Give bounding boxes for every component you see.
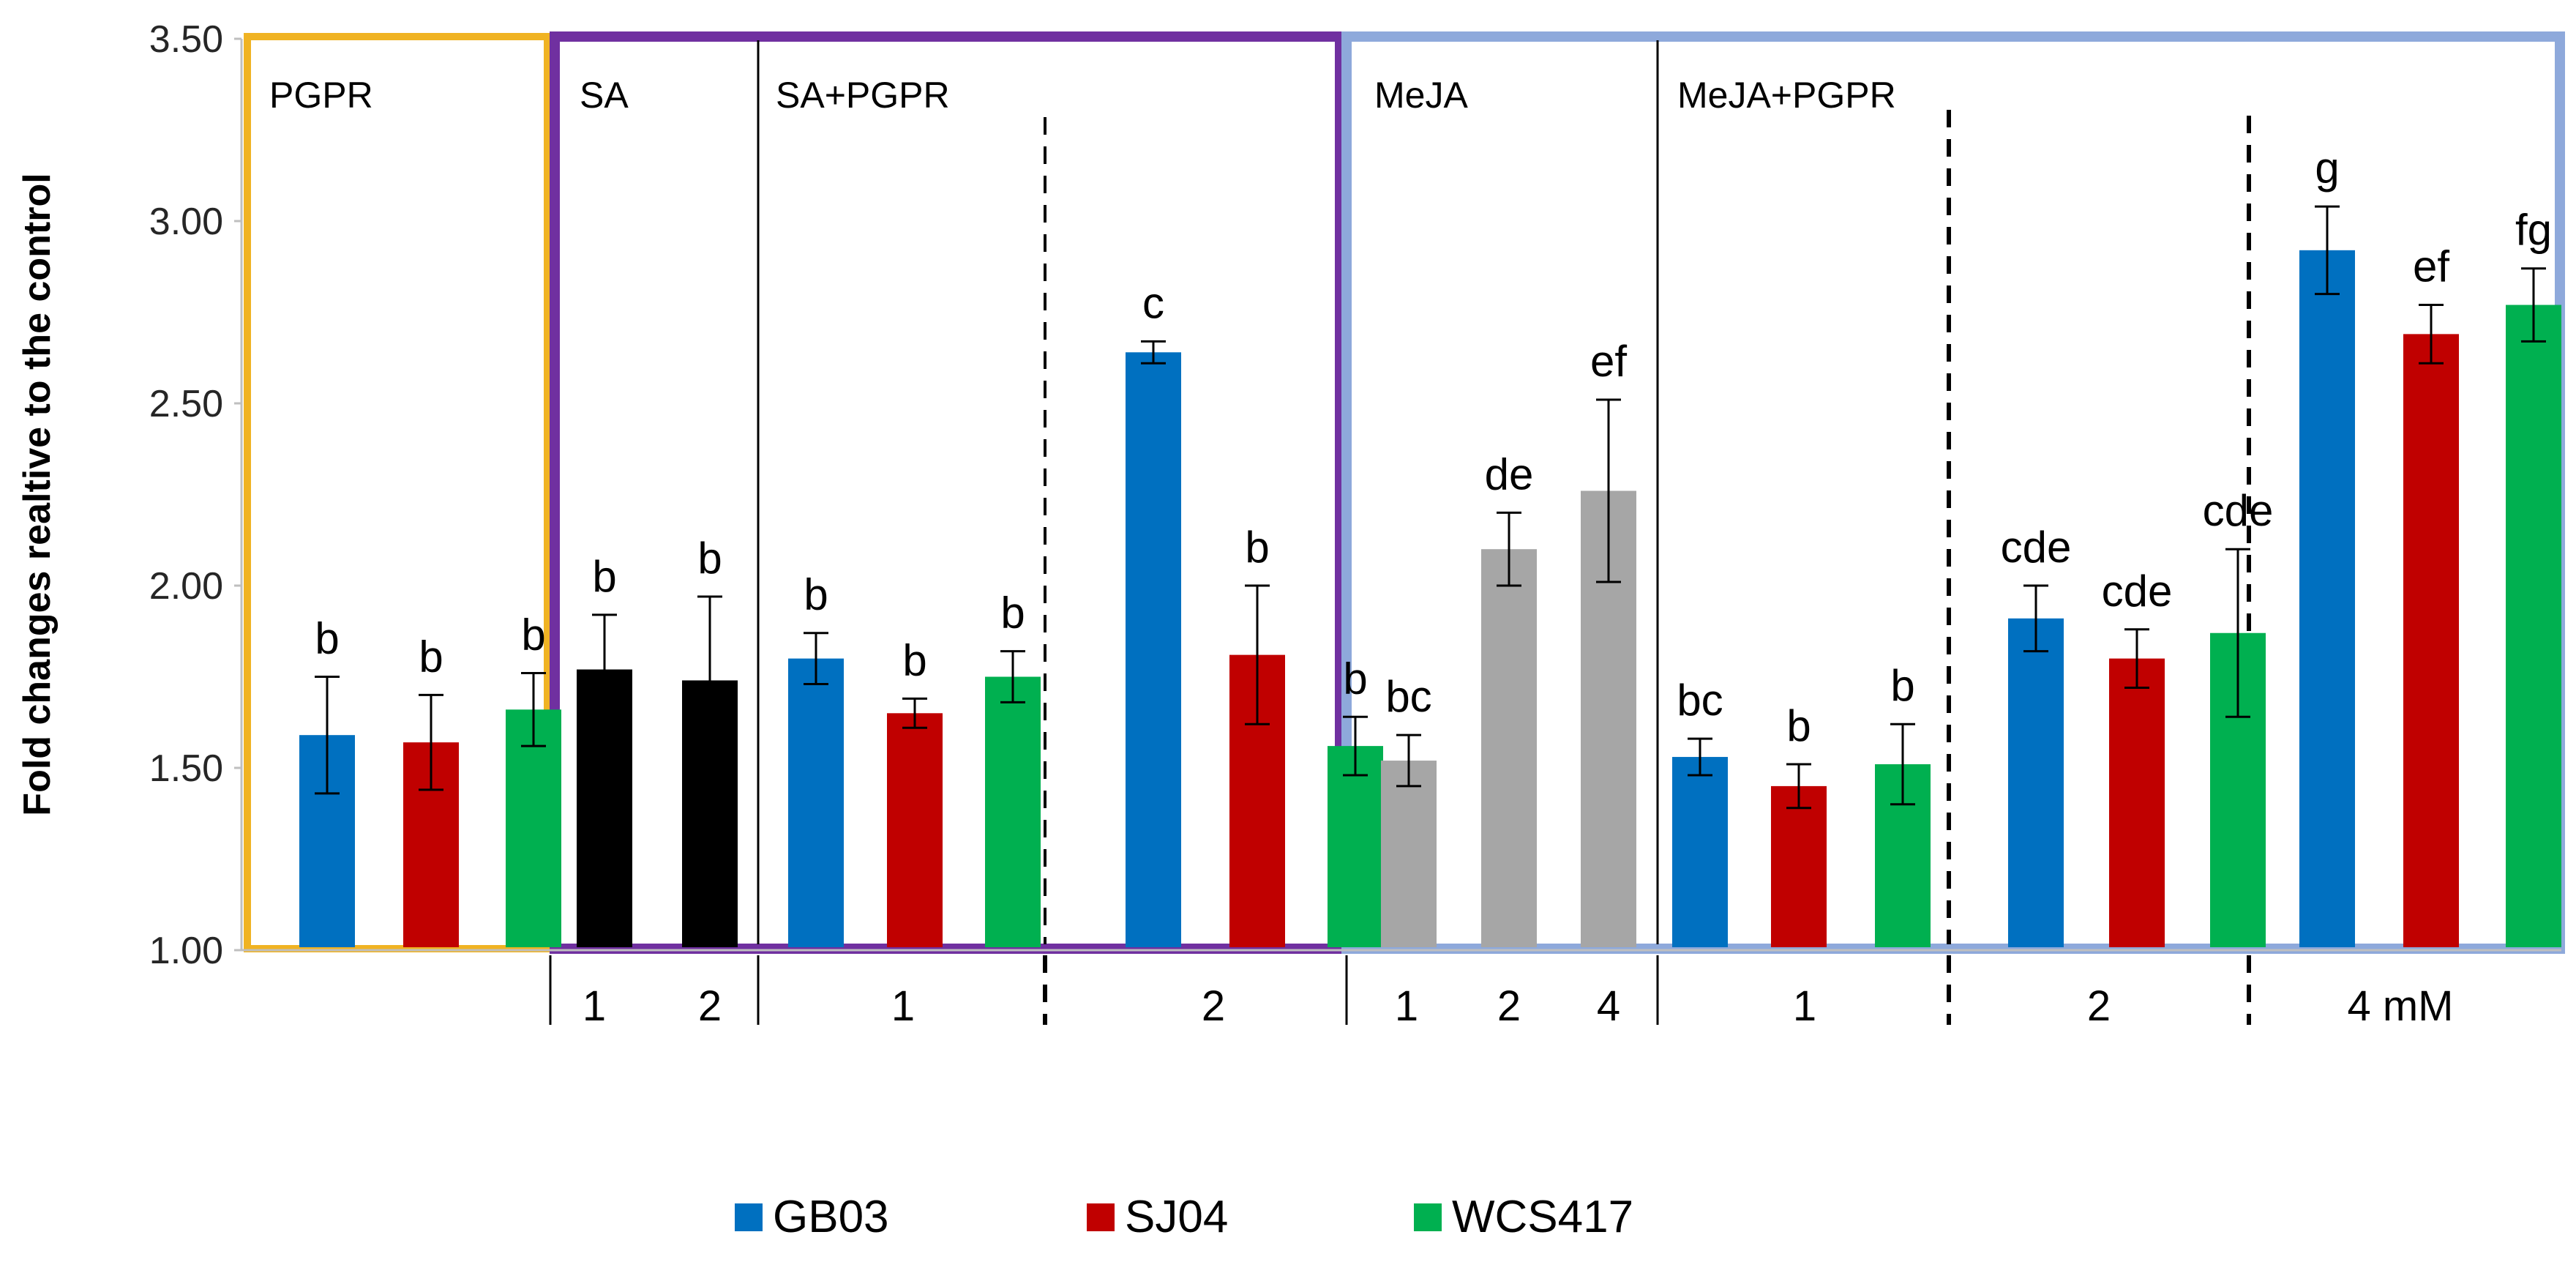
category-label: 2 (1202, 982, 1225, 1030)
significance-label: cde (2001, 523, 2072, 572)
legend: GB03 SJ04 WCS417 (735, 1192, 1633, 1242)
pgpr-frame (244, 33, 551, 952)
category-label: 2 (698, 982, 722, 1030)
group-label: PGPR (269, 75, 373, 116)
bar (985, 676, 1041, 947)
legend-swatch (1414, 1203, 1442, 1231)
bar (2506, 305, 2561, 947)
category-label: 1 (583, 982, 606, 1030)
bar (1672, 757, 1728, 947)
bar (1771, 785, 1827, 947)
significance-label: b (1000, 589, 1025, 638)
category-label: 2 (1497, 982, 1521, 1030)
significance-label: b (419, 632, 443, 681)
sa-frame (550, 31, 1345, 954)
y-axis: 1.00 1.50 2.00 2.50 3.00 3.50 Fold changes rea… (16, 18, 2561, 972)
significance-label: ef (1590, 337, 1627, 386)
bar (2403, 334, 2459, 947)
significance-label: g (2315, 143, 2339, 193)
category-label: 1 (891, 982, 915, 1030)
group-label: MeJA (1374, 75, 1468, 116)
bar (506, 709, 561, 947)
bar (1126, 352, 1181, 947)
group-label: MeJA+PGPR (1677, 75, 1896, 116)
bar (1381, 761, 1437, 947)
significance-label: b (1245, 523, 1269, 572)
significance-label: b (902, 635, 926, 684)
significance-label: ef (2413, 242, 2449, 291)
group-label: SA (580, 75, 629, 116)
bar (788, 658, 844, 947)
y-tick-label: 1.00 (149, 930, 223, 972)
legend-label: SJ04 (1125, 1192, 1228, 1242)
bar (2109, 658, 2165, 947)
significance-label: b (1343, 654, 1367, 703)
bar (2299, 250, 2355, 948)
significance-label: b (592, 552, 616, 601)
significance-label: bc (1677, 676, 1723, 725)
significance-label: bc (1385, 672, 1431, 721)
y-axis-label: Fold changes realtive to the control (16, 173, 59, 815)
y-tick-label: 3.50 (149, 18, 223, 61)
y-tick-label: 2.50 (149, 383, 223, 425)
y-tick-label: 1.50 (149, 747, 223, 790)
y-tick-label: 3.00 (149, 201, 223, 243)
significance-label: b (804, 570, 828, 619)
significance-label: b (1890, 661, 1914, 710)
significance-label: fg (2515, 206, 2552, 255)
category-label: 4 (1597, 982, 1620, 1030)
y-tick-label: 2.00 (149, 565, 223, 608)
significance-label: b (1786, 701, 1811, 750)
legend-swatch (735, 1203, 763, 1231)
significance-label: cde (2203, 486, 2274, 535)
legend-swatch (1087, 1203, 1115, 1231)
category-label: 2 (2087, 982, 2111, 1030)
significance-label: b (315, 614, 339, 663)
category-label: 1 (1395, 982, 1418, 1030)
bar (1481, 549, 1537, 947)
bar (887, 713, 943, 947)
group-label: SA+PGPR (776, 75, 950, 116)
bar (1328, 746, 1383, 947)
significance-label: b (697, 534, 722, 583)
legend-label: WCS417 (1452, 1192, 1633, 1242)
significance-label: c (1142, 278, 1164, 327)
significance-label: de (1485, 449, 1534, 499)
bar (2008, 618, 2064, 947)
category-label: 1 (1793, 982, 1816, 1030)
significance-label: b (521, 611, 545, 660)
legend-label: GB03 (773, 1192, 889, 1242)
category-label: 4 mM (2348, 982, 2454, 1030)
significance-label: cde (2102, 567, 2173, 616)
bars (299, 205, 2561, 948)
